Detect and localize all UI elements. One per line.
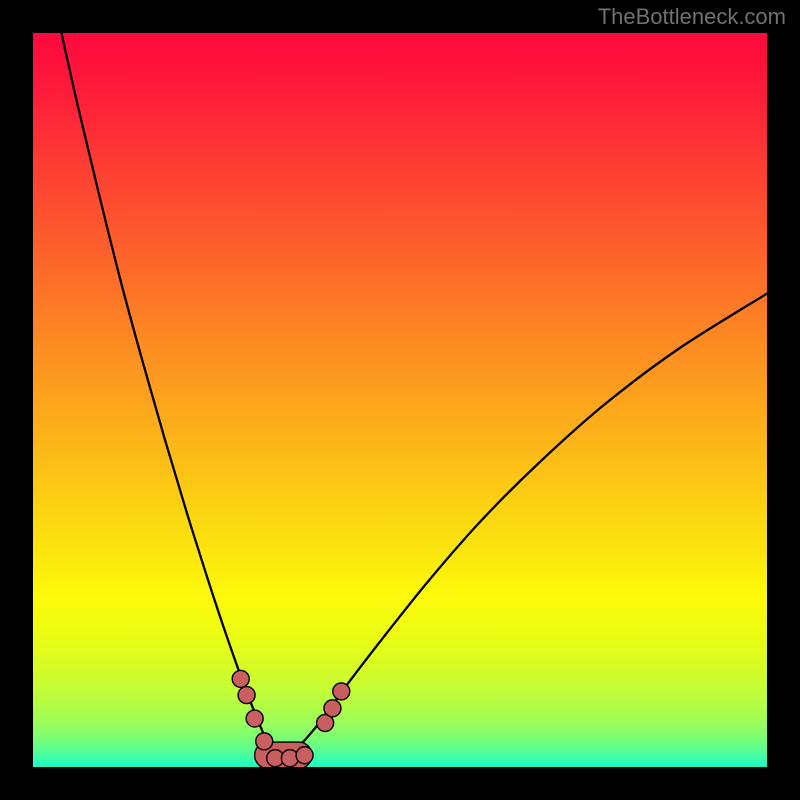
watermark-text: TheBottleneck.com <box>598 4 786 30</box>
marker-point-6 <box>296 747 313 764</box>
marker-point-0 <box>232 670 249 687</box>
marker-point-5 <box>281 750 298 767</box>
marker-point-3 <box>256 733 273 750</box>
marker-point-9 <box>333 683 350 700</box>
plot-area <box>33 33 767 767</box>
stage: TheBottleneck.com <box>0 0 800 800</box>
marker-point-1 <box>238 687 255 704</box>
marker-point-8 <box>324 700 341 717</box>
marker-point-2 <box>246 710 263 727</box>
gradient-background <box>33 33 767 767</box>
